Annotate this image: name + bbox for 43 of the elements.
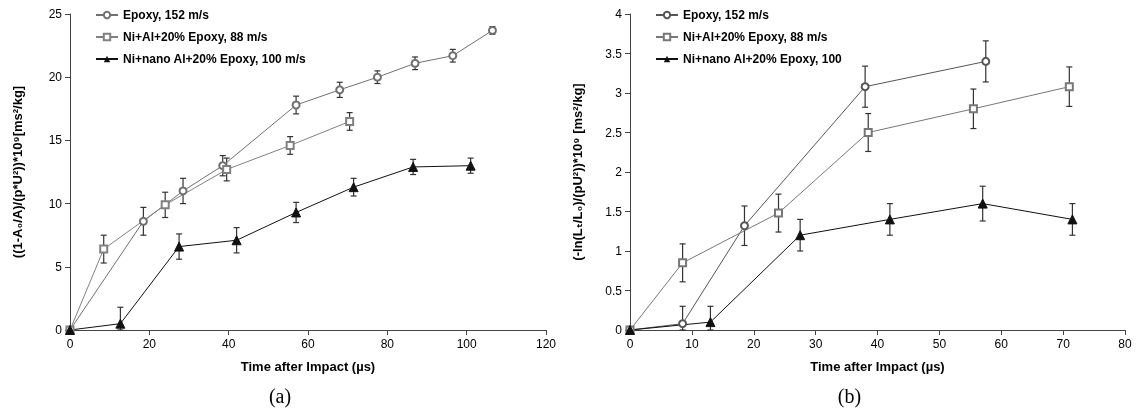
legend-label: Ni+Al+20% Epoxy, 88 m/s: [683, 30, 828, 44]
x-tick-label: 0: [626, 337, 634, 351]
legend-label: Ni+nano Al+20% Epoxy, 100 m/s: [123, 52, 307, 66]
legend-label: Epoxy, 152 m/s: [123, 8, 210, 22]
legend-label: Epoxy, 152 m/s: [683, 8, 770, 22]
x-tick-label: 80: [1118, 337, 1132, 351]
x-axis-title: Time after Impact (µs): [810, 359, 945, 374]
x-tick-label: 40: [870, 337, 885, 351]
y-tick-label: 0: [615, 323, 623, 337]
x-tick-label: 60: [994, 337, 1009, 351]
x-tick-label: 40: [221, 337, 236, 351]
y-axis-title: ((1-A₀/A)/(p*U²))*10⁹[ms²/kg]: [10, 85, 25, 259]
y-tick-label: 1.5: [605, 204, 623, 219]
legend-label: Ni+nano Al+20% Epoxy, 100: [683, 52, 843, 66]
y-tick-label: 3: [615, 86, 623, 100]
x-tick-label: 70: [1056, 337, 1071, 351]
y-tick-label: 0.5: [605, 283, 623, 298]
text: (b): [837, 385, 862, 408]
x-tick-label: 20: [142, 337, 157, 351]
legend-label: Ni+Al+20% Epoxy, 88 m/s: [123, 30, 268, 44]
x-tick-label: 80: [380, 337, 395, 351]
y-tick-label: 15: [48, 133, 63, 148]
y-tick-label: 2.5: [605, 125, 623, 140]
y-tick-label: 2: [615, 165, 623, 179]
y-tick-label: 10: [48, 196, 63, 211]
y-tick-label: 25: [48, 7, 63, 21]
x-axis-title: Time after Impact (µs): [240, 359, 376, 374]
x-tick-label: 10: [685, 337, 699, 351]
y-axis-title: (-ln(Lₜ/L₀)/(pU²))*10⁹ [ms²/kg]: [570, 83, 585, 261]
y-tick-label: 5: [55, 259, 63, 274]
x-tick-label: 30: [808, 337, 823, 351]
y-tick-label: 3.5: [605, 46, 623, 61]
y-tick-label: 0: [55, 323, 63, 337]
x-tick-label: 60: [301, 337, 315, 351]
y-tick-label: 20: [48, 70, 63, 85]
x-tick-label: 50: [932, 337, 947, 351]
x-tick-label: 100: [456, 337, 477, 351]
x-tick-label: 120: [535, 337, 557, 351]
text: (a): [268, 385, 292, 408]
y-tick-label: 1: [615, 244, 623, 258]
x-tick-label: 20: [747, 337, 761, 351]
x-tick-label: 0: [66, 337, 74, 351]
y-tick-label: 4: [615, 7, 623, 21]
